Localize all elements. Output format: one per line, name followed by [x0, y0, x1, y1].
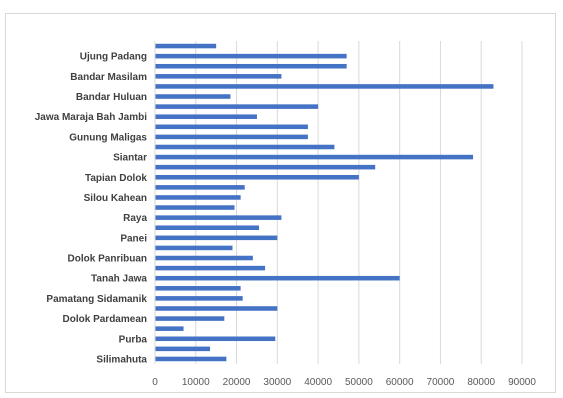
bar — [155, 84, 494, 89]
bar — [155, 94, 231, 99]
bar — [155, 195, 241, 200]
bar — [155, 144, 335, 150]
bar — [155, 255, 253, 261]
bar — [155, 74, 282, 79]
bar — [155, 275, 400, 281]
category-axis: Ujung Padang Bandar Masilam Bandar Huluan J… — [35, 41, 156, 365]
category-label: Bandar Huluan — [76, 92, 147, 103]
category-label: Panei — [120, 233, 147, 244]
x-tick-label: 0 — [152, 377, 158, 388]
category-label: Pamatang Sidamanik — [46, 294, 147, 305]
category-label: Ujung Padang — [80, 52, 147, 63]
bar — [155, 114, 257, 119]
category-label: Jawa Maraja Bah Jambi — [35, 112, 147, 123]
bar — [155, 215, 282, 220]
bar — [155, 43, 217, 49]
x-tick-label: 40000 — [304, 377, 332, 388]
bar — [155, 336, 276, 342]
gridlines — [195, 41, 523, 364]
bar — [155, 174, 359, 180]
category-label: Dolok Panribuan — [68, 254, 147, 265]
category-label: Silou Kahean — [84, 193, 147, 204]
x-tick-label: 50000 — [345, 377, 373, 388]
bar — [155, 306, 278, 311]
category-label: Gunung Maligas — [69, 132, 147, 143]
bar — [155, 134, 308, 140]
bar — [155, 205, 235, 210]
bar — [155, 346, 211, 352]
bar — [155, 235, 278, 241]
x-tick-label: 80000 — [467, 377, 495, 388]
bar — [155, 356, 227, 362]
bar — [155, 104, 319, 109]
bar — [155, 245, 233, 251]
x-tick-label: 10000 — [182, 377, 210, 388]
bar — [155, 265, 266, 271]
x-tick-label: 90000 — [508, 377, 536, 388]
bar — [155, 154, 474, 160]
category-label: Dolok Pardamean — [63, 314, 147, 325]
bar — [155, 185, 245, 190]
bars — [155, 43, 494, 362]
category-label: Siantar — [113, 153, 147, 164]
category-label: Purba — [119, 334, 148, 345]
x-tick-label: 70000 — [427, 377, 455, 388]
bar — [155, 124, 308, 130]
category-label: Raya — [123, 213, 147, 224]
x-tick-label: 20000 — [223, 377, 251, 388]
bar — [155, 164, 376, 170]
bar — [155, 225, 259, 231]
bar — [155, 316, 225, 321]
bar — [155, 63, 347, 69]
bar — [155, 53, 347, 59]
x-tick-label: 60000 — [386, 377, 414, 388]
category-label: Tanah Jawa — [91, 274, 147, 285]
category-label: Tapian Dolok — [85, 173, 147, 184]
bar — [155, 286, 241, 291]
bar — [155, 296, 243, 301]
bar — [155, 326, 184, 331]
category-label: Bandar Masilam — [70, 72, 147, 83]
x-tick-label: 30000 — [263, 377, 291, 388]
value-axis: 0 10000 20000 30000 40000 50000 60000 70000 8000… — [152, 377, 536, 388]
category-label: Silimahuta — [96, 354, 147, 365]
